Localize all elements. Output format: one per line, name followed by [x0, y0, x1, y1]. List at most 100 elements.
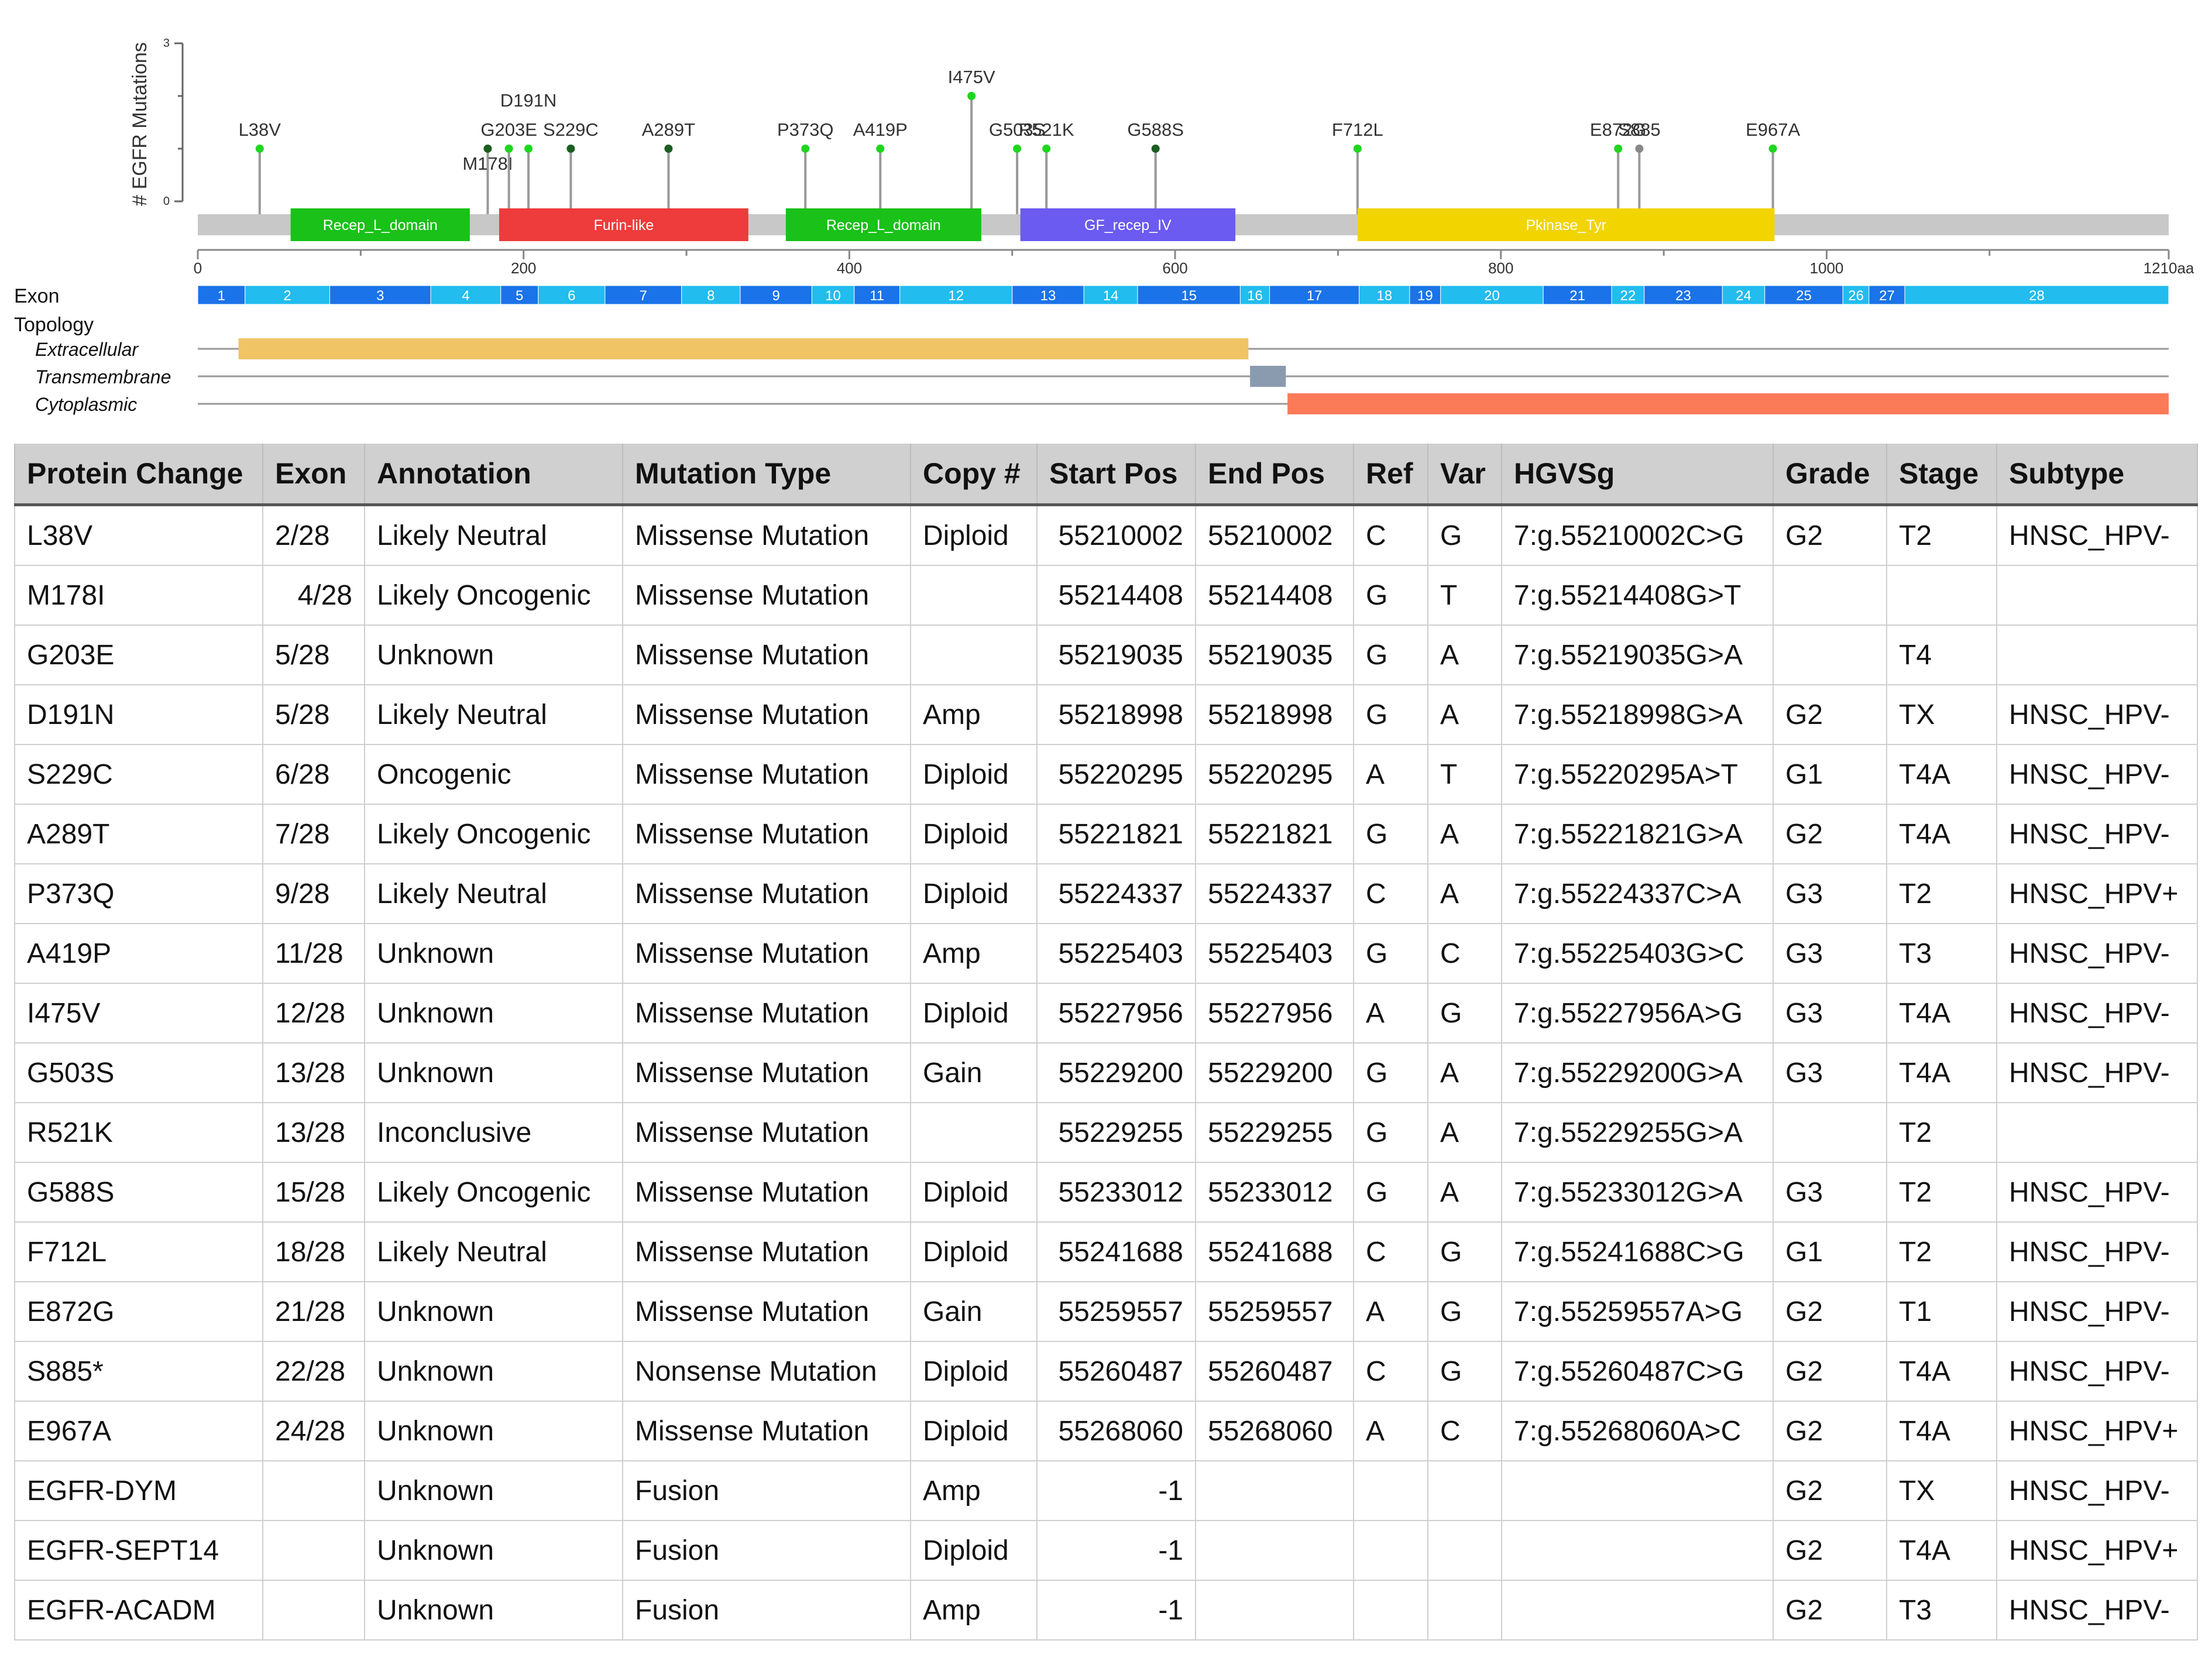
- table-cell: C: [1354, 505, 1428, 566]
- exon-label: 21: [1569, 288, 1585, 304]
- table-row: G503S 13/28 Unknown Missense Mutation Gain 55…: [14, 1043, 2198, 1103]
- table-cell: G2: [1773, 1580, 1887, 1641]
- table-cell: 21/28: [263, 1282, 365, 1342]
- exon-label: 2: [283, 288, 291, 304]
- column-header[interactable]: Copy #: [911, 444, 1038, 506]
- exon-segment: [1868, 285, 1905, 305]
- table-cell: [1997, 565, 2198, 626]
- table-row: D191N 5/28 Likely Neutral Missense Mutation…: [14, 685, 2198, 745]
- table-cell: Likely Neutral: [365, 505, 623, 566]
- table-cell: [1354, 1521, 1428, 1581]
- column-header[interactable]: Exon: [263, 444, 365, 506]
- table-cell: Missense Mutation: [623, 1401, 911, 1461]
- table-cell: 55218998: [1037, 685, 1196, 745]
- table-cell: 7:g.55225403G>C: [1502, 924, 1774, 984]
- domain-box: [1020, 208, 1236, 241]
- exon-label: 4: [462, 288, 469, 304]
- exon-label: 26: [1848, 288, 1864, 304]
- x-tick-label: 400: [837, 259, 862, 277]
- x-tick-label: 600: [1162, 259, 1187, 277]
- table-cell: Unknown: [365, 1580, 623, 1641]
- table-cell: 55229255: [1196, 1103, 1354, 1163]
- mutation-marker: [1353, 145, 1362, 153]
- table-cell: T2: [1887, 1222, 1997, 1282]
- table-cell: G2: [1773, 804, 1887, 864]
- table-cell: G2: [1773, 685, 1887, 745]
- table-cell: G: [1428, 1341, 1502, 1402]
- table-cell: Nonsense Mutation: [623, 1341, 911, 1402]
- mutation-marker: [664, 145, 673, 153]
- table-cell: M178I: [14, 565, 263, 626]
- table-cell: Gain: [911, 1282, 1038, 1342]
- table-cell: 6/28: [263, 744, 365, 805]
- table-row: R521K 13/28 Inconclusive Missense Mutation 5…: [14, 1103, 2198, 1163]
- table-cell: Unknown: [365, 924, 623, 984]
- table-cell: 7:g.55224337C>A: [1502, 864, 1774, 924]
- x-tick-label: 0: [194, 259, 202, 277]
- table-row: EGFR-DYM Unknown Fusion Amp -1 G2 TX HNSC_HPV-: [14, 1461, 2198, 1521]
- exon-label: 8: [707, 288, 715, 304]
- mutation-label: P373Q: [777, 119, 834, 140]
- table-row: G588S 15/28 Likely Oncogenic Missense Mutat…: [14, 1162, 2198, 1223]
- table-cell: [911, 625, 1038, 685]
- table-cell: [1354, 1580, 1428, 1641]
- table-cell: HNSC_HPV-: [1997, 1341, 2198, 1402]
- table-cell: Diploid: [911, 744, 1038, 805]
- table-cell: G588S: [14, 1162, 263, 1223]
- table-cell: G2: [1773, 505, 1887, 566]
- column-header[interactable]: Start Pos: [1037, 444, 1196, 506]
- table-row: E872G 21/28 Unknown Missense Mutation Gain 55…: [14, 1282, 2198, 1342]
- mutation-label: E872G: [1590, 119, 1647, 140]
- table-cell: Diploid: [911, 983, 1038, 1044]
- column-header[interactable]: Annotation: [365, 444, 623, 506]
- topology-region: [1250, 366, 1286, 387]
- table-cell: 55241688: [1196, 1222, 1354, 1282]
- table-cell: A: [1428, 864, 1502, 924]
- lollipop-plot: 0 3 # EGFR Mutations L38V M178I G203E D191N S22…: [14, 37, 2194, 415]
- table-cell: 55259557: [1037, 1282, 1196, 1342]
- exon-label: 23: [1675, 288, 1691, 304]
- table-cell: G3: [1773, 1043, 1887, 1103]
- table-cell: 7:g.55221821G>A: [1502, 804, 1774, 864]
- table-cell: HNSC_HPV-: [1997, 1043, 2198, 1103]
- table-cell: Missense Mutation: [623, 924, 911, 984]
- table-cell: G: [1354, 924, 1428, 984]
- column-header[interactable]: Grade: [1773, 444, 1887, 506]
- table-cell: A: [1354, 1401, 1428, 1461]
- column-header[interactable]: Mutation Type: [623, 444, 911, 506]
- table-cell: HNSC_HPV-: [1997, 1461, 2198, 1521]
- mutation-label: I475V: [948, 67, 995, 87]
- table-cell: G2: [1773, 1282, 1887, 1342]
- table-cell: A: [1428, 804, 1502, 864]
- column-header[interactable]: Var: [1428, 444, 1502, 506]
- table-cell: [1196, 1580, 1354, 1641]
- table-cell: HNSC_HPV-: [1997, 1162, 2198, 1223]
- column-header[interactable]: Ref: [1354, 444, 1428, 506]
- table-cell: T2: [1887, 505, 1997, 566]
- table-cell: Likely Neutral: [365, 864, 623, 924]
- table-cell: Diploid: [911, 864, 1038, 924]
- table-cell: G: [1354, 1043, 1428, 1103]
- table-cell: 55221821: [1037, 804, 1196, 864]
- exon-label: 19: [1417, 288, 1433, 304]
- exon-segment: [1644, 285, 1723, 305]
- y-tick-label: 3: [163, 37, 170, 50]
- column-header[interactable]: HGVSg: [1502, 444, 1774, 506]
- column-header[interactable]: Protein Change: [14, 444, 263, 506]
- table-cell: 7:g.55241688C>G: [1502, 1222, 1774, 1282]
- table-cell: Missense Mutation: [623, 625, 911, 685]
- table-cell: Fusion: [623, 1461, 911, 1521]
- table-cell: T4A: [1887, 983, 1997, 1044]
- column-header[interactable]: End Pos: [1196, 444, 1354, 506]
- column-header[interactable]: Stage: [1887, 444, 1997, 506]
- mutation-table: Protein Change Exon Annotation Mutation Typ…: [14, 444, 2198, 1641]
- table-cell: HNSC_HPV-: [1997, 1580, 2198, 1641]
- table-cell: Missense Mutation: [623, 1282, 911, 1342]
- table-cell: G3: [1773, 924, 1887, 984]
- exon-label: 14: [1103, 288, 1119, 304]
- column-header[interactable]: Subtype: [1997, 444, 2198, 506]
- table-cell: 7:g.55260487C>G: [1502, 1341, 1774, 1402]
- table-cell: F712L: [14, 1222, 263, 1282]
- table-cell: A: [1428, 1103, 1502, 1163]
- table-row: G203E 5/28 Unknown Missense Mutation 5521903…: [14, 625, 2198, 685]
